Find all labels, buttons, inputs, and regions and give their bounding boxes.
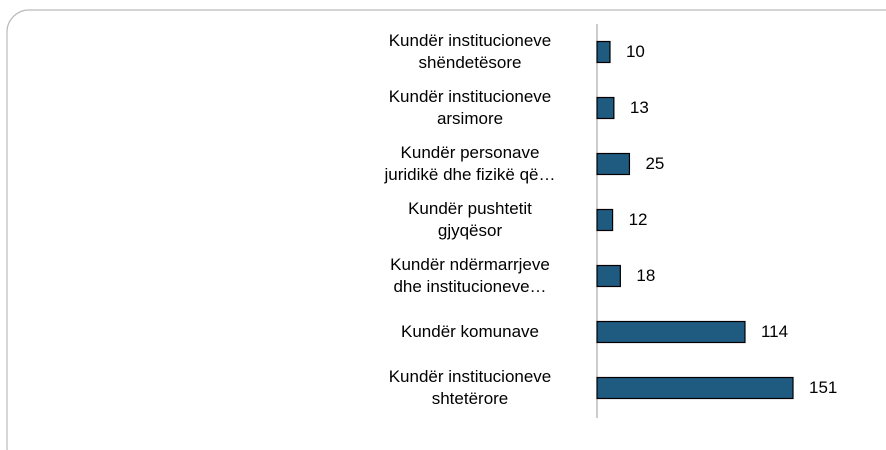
value-label: 151	[809, 378, 838, 397]
category-label: Kundër institucioneve arsimore	[388, 87, 552, 128]
category-label: Kundër institucioneve shëndetësore	[388, 31, 552, 72]
value-label: 12	[628, 210, 648, 229]
bar	[596, 320, 746, 344]
value-label: 10	[625, 42, 645, 61]
bar	[596, 152, 631, 176]
bar	[596, 208, 614, 232]
bar	[596, 96, 615, 120]
category-label: Kundër institucioneve shtetërore	[388, 367, 552, 408]
value-label: 13	[629, 98, 649, 117]
frame	[6, 9, 886, 450]
category-label: Kundër ndërmarrjeve dhe institucioneve…	[390, 255, 550, 296]
value-label: 18	[636, 266, 656, 285]
category-label: Kundër personave juridikë dhe fizikë që…	[384, 143, 556, 184]
bar	[596, 40, 611, 64]
bar	[596, 264, 621, 288]
value-label: 25	[645, 154, 665, 173]
value-label: 114	[760, 322, 789, 341]
category-label: Kundër komunave	[401, 322, 539, 341]
category-label: Kundër pushtetit gjyqësor	[408, 199, 532, 240]
bar	[596, 376, 794, 400]
